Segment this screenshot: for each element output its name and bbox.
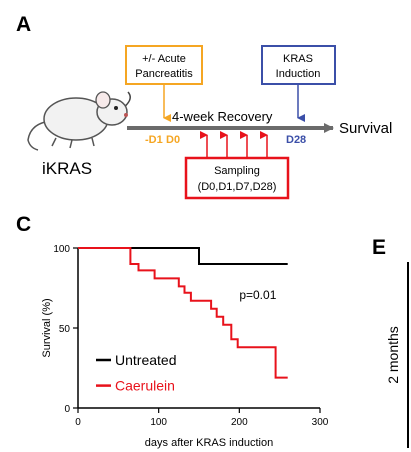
panel-e-letter: E (372, 236, 387, 259)
acute-box-line1: +/- Acute (142, 53, 186, 65)
legend-label-caerulein: Caerulein (115, 378, 175, 394)
mouse-icon (27, 91, 131, 151)
experimental-schematic: iKRAS Survival +/- Acute Pancreatitis KR… (27, 45, 392, 200)
panel-e-axis-line (407, 262, 409, 448)
chart-ylabel: Survival (%) (41, 298, 53, 357)
chart-legend: Untreated Caerulein (96, 352, 176, 394)
day28-label: D28 (286, 134, 306, 146)
kras-box-line2: Induction (276, 68, 321, 80)
survival-curve-caerulein (78, 247, 288, 379)
y-tick-label: 100 (53, 244, 70, 255)
day0-label: D0 (166, 134, 180, 146)
kras-induction-box (261, 45, 336, 85)
day-minus1-label: -D1 (145, 134, 163, 146)
panel-c-letter: C (16, 213, 32, 236)
acute-box-line2: Pancreatitis (135, 68, 193, 80)
survival-endpoint-label: Survival (339, 120, 392, 137)
mouse-model-label: iKRAS (42, 159, 92, 178)
panel-e-axis-label: 2 months (385, 326, 401, 384)
sampling-box-line2: (D0,D1,D7,D28) (198, 181, 277, 193)
x-tick-label: 0 (75, 417, 81, 428)
x-tick-label: 100 (150, 417, 167, 428)
x-tick-label: 200 (231, 417, 248, 428)
y-tick-label: 0 (64, 404, 70, 415)
acute-pancreatitis-box (125, 45, 203, 85)
legend-label-untreated: Untreated (115, 352, 176, 368)
x-tick-label: 300 (312, 417, 329, 428)
sampling-box-line1: Sampling (214, 165, 260, 177)
panel-a-letter: A (16, 13, 32, 36)
p-value-annotation: p=0.01 (239, 288, 276, 302)
chart-xlabel: days after KRAS induction (145, 437, 273, 449)
kras-box-line1: KRAS (283, 53, 313, 65)
recovery-label: 4-week Recovery (172, 109, 273, 124)
y-tick-label: 50 (59, 324, 71, 335)
sampling-box (184, 156, 290, 200)
survival-chart: 0 50 100 0 100 200 300 Survival (%) days after… (41, 244, 329, 449)
survival-curve-untreated (78, 247, 288, 265)
